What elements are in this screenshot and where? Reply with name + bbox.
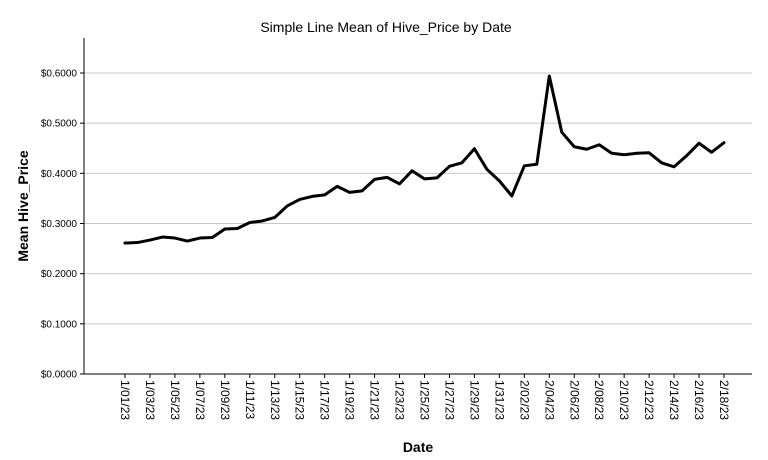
- y-tick-label: $0.2000: [41, 269, 78, 280]
- x-axis-ticks: 1/01/23 1/03/23 1/05/23 1/07/23 1/09/23 1/11/…: [118, 374, 731, 420]
- x-tick-label: 2/06/23: [567, 380, 581, 420]
- y-tick-label: $0.3000: [41, 219, 78, 230]
- x-tick-label: 2/16/23: [692, 380, 706, 420]
- x-tick-label: 1/23/23: [393, 380, 407, 420]
- x-tick-label: 1/21/23: [368, 380, 382, 420]
- x-tick-label: 1/01/23: [118, 380, 132, 420]
- x-tick-label: 2/04/23: [542, 380, 556, 420]
- x-tick-label: 1/05/23: [168, 380, 182, 420]
- gridlines: [84, 72, 752, 325]
- y-tick-label: $0.1000: [41, 319, 78, 330]
- x-tick-label: 2/08/23: [592, 380, 606, 420]
- x-tick-label: 2/02/23: [517, 380, 531, 420]
- x-tick-label: 1/29/23: [467, 380, 481, 420]
- y-tick-label: $0.4000: [41, 169, 78, 180]
- x-tick-label: 1/07/23: [193, 380, 207, 420]
- x-tick-label: 2/12/23: [642, 380, 656, 420]
- x-tick-label: 1/11/23: [243, 380, 257, 419]
- x-tick-label: 1/27/23: [442, 380, 456, 420]
- x-tick-label: 1/13/23: [268, 380, 282, 420]
- y-tick-label: $0.5000: [41, 119, 78, 130]
- x-tick-label: 1/09/23: [218, 380, 232, 420]
- x-tick-label: 2/10/23: [617, 380, 631, 420]
- y-tick-label: $0.6000: [41, 69, 78, 80]
- x-tick-label: 2/14/23: [667, 380, 681, 420]
- series-line: [123, 74, 726, 245]
- x-tick-label: 2/18/23: [717, 380, 731, 420]
- data-points: [124, 75, 725, 244]
- x-tick-label: 1/25/23: [418, 380, 432, 420]
- x-axis-title: Date: [403, 439, 434, 455]
- x-tick-label: 1/15/23: [293, 380, 307, 420]
- y-axis-ticks: $0.0000 $0.1000 $0.2000 $0.3000 $0.4000 $0.50…: [41, 69, 84, 381]
- y-tick-label: $0.0000: [41, 370, 78, 381]
- chart-title: Simple Line Mean of Hive_Price by Date: [260, 19, 512, 35]
- x-tick-label: 1/19/23: [343, 380, 357, 420]
- x-tick-label: 1/31/23: [492, 380, 506, 420]
- x-tick-label: 1/17/23: [318, 380, 332, 420]
- y-axis-title: Mean Hive_Price: [15, 150, 31, 261]
- x-tick-label: 1/03/23: [143, 380, 157, 420]
